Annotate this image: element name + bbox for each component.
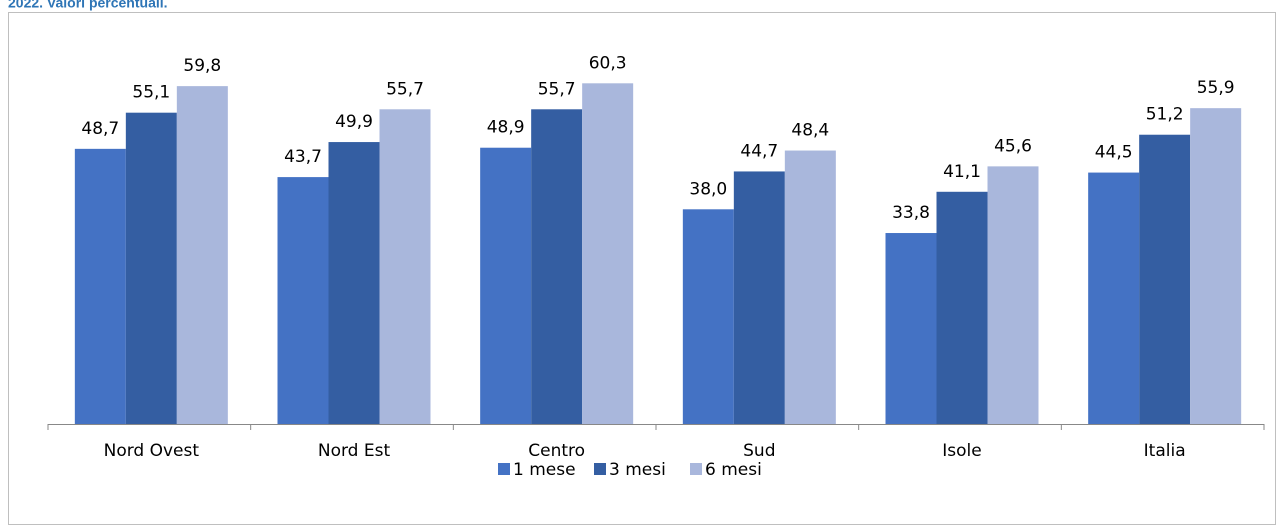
bar [531,109,583,425]
data-label: 38,0 [689,179,727,199]
bar [74,148,126,424]
bar [379,109,431,425]
x-tick-label: Nord Ovest [104,441,200,461]
data-label: 49,9 [335,112,373,132]
bar [784,150,836,425]
data-label: 51,2 [1146,105,1184,125]
data-label: 59,8 [183,56,221,76]
x-tick-label: Italia [1144,441,1186,461]
x-tick-label: Isole [942,441,981,461]
legend-swatch [498,463,510,475]
data-label: 44,7 [740,141,778,161]
legend-label: 1 mese [513,460,576,480]
x-tick-label: Centro [528,441,585,461]
data-label: 55,1 [132,83,170,103]
legend-label: 3 mesi [609,460,666,480]
data-label: 60,3 [589,53,627,73]
data-label: 45,6 [994,136,1032,156]
legend-label: 6 mesi [705,460,762,480]
data-label: 48,4 [791,121,829,141]
bar [1190,108,1242,424]
bar [328,142,380,424]
bar [885,233,937,424]
x-tick-label: Nord Est [318,441,391,461]
bar [480,147,532,424]
bar [125,112,177,424]
x-tick-label: Sud [743,441,775,461]
bar [733,171,785,424]
chart-title: 2022. Valori percentuali. [8,0,168,11]
bar [1088,172,1140,424]
data-label: 55,7 [538,79,576,99]
bar [1139,134,1191,424]
bar [277,177,329,424]
data-label: 41,1 [943,162,981,182]
data-label: 55,9 [1197,78,1235,98]
bar [682,209,734,424]
bar [176,86,228,424]
data-label: 33,8 [892,203,930,223]
bar [987,166,1039,425]
bar [582,83,634,425]
data-label: 44,5 [1095,143,1133,163]
bar [936,191,988,424]
data-label: 48,7 [81,119,119,139]
data-label: 55,7 [386,79,424,99]
legend-swatch [690,463,702,475]
legend-swatch [594,463,606,475]
data-label: 43,7 [284,147,322,167]
data-label: 48,9 [487,118,525,138]
